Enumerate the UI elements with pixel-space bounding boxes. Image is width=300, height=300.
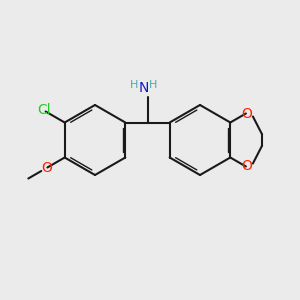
Text: H: H	[149, 80, 158, 89]
Text: Cl: Cl	[37, 103, 50, 116]
Text: O: O	[242, 106, 252, 121]
Text: H: H	[130, 80, 139, 89]
Text: O: O	[242, 160, 252, 173]
Text: N: N	[138, 82, 149, 95]
Text: O: O	[41, 161, 52, 176]
